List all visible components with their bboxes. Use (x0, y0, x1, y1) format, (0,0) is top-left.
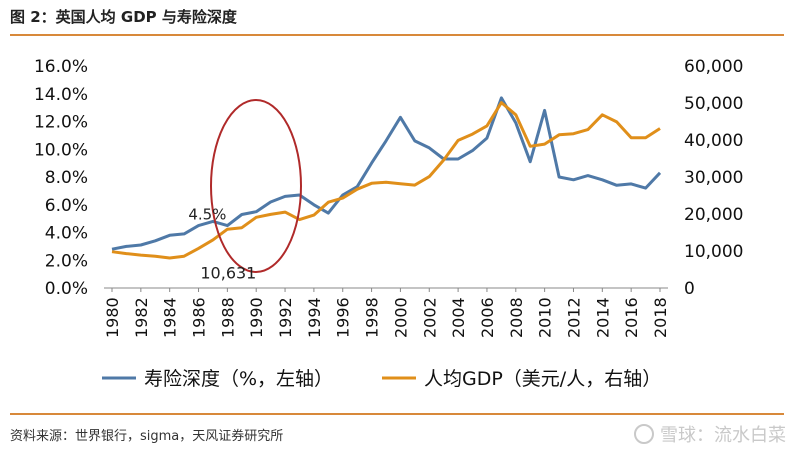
y-left-tick-label: 0.0% (45, 279, 88, 299)
x-tick-label: 1994 (305, 297, 324, 338)
legend-label-1: 寿险深度（%，左轴） (144, 368, 333, 390)
x-tick-label: 1986 (190, 297, 209, 338)
y-left-tick-label: 12.0% (34, 113, 88, 133)
annotation-label: 10,631 (200, 264, 256, 283)
bottom-rule (10, 413, 784, 415)
x-tick-label: 2014 (593, 297, 612, 338)
x-tick-label: 1980 (103, 297, 122, 338)
x-tick-label: 2008 (507, 297, 526, 338)
series-line-2 (111, 101, 661, 260)
y-left-tick-label: 2.0% (45, 251, 88, 271)
top-rule (10, 34, 784, 36)
chart: 16.0% 14.0% 12.0% 10.0% 8.0% 6.0% 4.0% 2.0% 0.0%… (34, 57, 744, 390)
y-right-tick-label: 50,000 (684, 94, 743, 114)
y-right-tick-label: 60,000 (684, 57, 743, 77)
x-tick-label: 1998 (363, 297, 382, 338)
x-tick-label: 1984 (161, 297, 180, 338)
figure-title: 图 2：英国人均 GDP 与寿险深度 (10, 8, 237, 26)
y-left-tick-label: 8.0% (45, 168, 88, 188)
highlight-ellipse (210, 99, 302, 273)
x-tick-label: 2006 (478, 297, 497, 338)
x-tick-label: 1990 (247, 297, 266, 338)
y-right-tick-label: 0 (684, 279, 695, 299)
x-tick-label: 2000 (391, 297, 410, 338)
x-tick-label: 1992 (276, 297, 295, 338)
source-text: 资料来源：世界银行，sigma，天风证券研究所 (10, 429, 284, 444)
watermark: 雪球：流水白菜 (634, 421, 786, 447)
snowball-logo-icon (634, 424, 654, 444)
y-right-tick-label: 30,000 (684, 168, 743, 188)
y-right-tick-label: 20,000 (684, 205, 743, 225)
x-tick-label: 2004 (449, 297, 468, 338)
x-tick-label: 2002 (420, 297, 439, 338)
y-left-tick-label: 6.0% (45, 196, 88, 216)
x-tick-label: 2010 (536, 297, 555, 338)
y-left-tick-label: 14.0% (34, 85, 88, 105)
x-tick-label: 1996 (334, 297, 353, 338)
annotation-label: 4.5% (188, 206, 226, 224)
y-left-tick-label: 16.0% (34, 57, 88, 77)
y-left-tick-label: 4.0% (45, 224, 88, 244)
y-left-tick-label: 10.0% (34, 140, 88, 160)
x-tick-label: 1988 (218, 297, 237, 338)
x-tick-label: 2018 (651, 297, 670, 338)
series-line-1 (111, 96, 662, 251)
x-tick-label: 2012 (564, 297, 583, 338)
x-tick-label: 2016 (622, 297, 641, 338)
y-right-tick-label: 10,000 (684, 242, 743, 262)
x-tick-label: 1982 (132, 297, 151, 338)
watermark-text: 雪球：流水白菜 (660, 425, 786, 446)
legend-label-2: 人均GDP（美元/人，右轴） (424, 368, 661, 390)
y-right-tick-label: 40,000 (684, 131, 743, 151)
